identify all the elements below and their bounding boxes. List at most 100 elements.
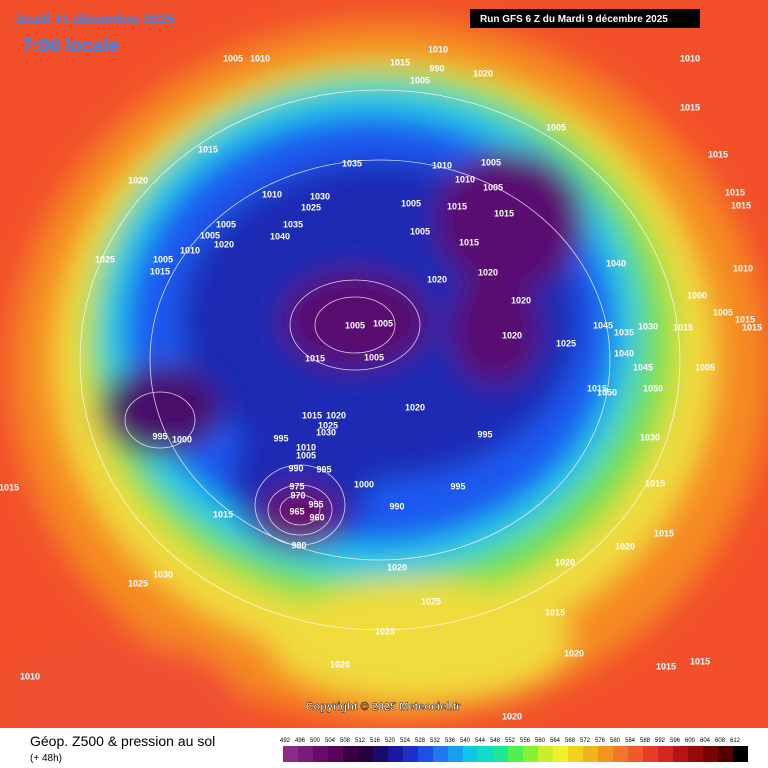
isobar-label: 1035: [614, 327, 634, 337]
isobar-label: 1020: [330, 659, 350, 669]
scale-cell: [373, 746, 388, 762]
isobar-label: 990: [389, 501, 404, 511]
isobar-label: 1005: [695, 362, 715, 372]
isobar-label: 1010: [733, 263, 753, 273]
isobar-label: 965: [289, 506, 304, 516]
scale-label: 508: [340, 738, 351, 744]
isobar-label: 1020: [615, 541, 635, 551]
isobar-label: 1000: [172, 434, 192, 444]
scale-cell: [523, 746, 538, 762]
isobar-label: 1010: [455, 174, 475, 184]
isobar-label: 960: [309, 512, 324, 522]
isobar-label: 1010: [680, 53, 700, 63]
scale-label: 596: [670, 738, 681, 744]
isobar-label: 1005: [410, 226, 430, 236]
isobar-label: 1015: [731, 200, 751, 210]
scale-cell: [403, 746, 418, 762]
isobar-label: 1015: [545, 607, 565, 617]
isobar-label: 1015: [150, 266, 170, 276]
isobar-label: 1020: [478, 267, 498, 277]
isobar-label: 1025: [421, 596, 441, 606]
isobar-label: 1000: [687, 290, 707, 300]
isobar-label: 1020: [473, 68, 493, 78]
isobar-label: 1010: [262, 189, 282, 199]
scale-label: 548: [490, 738, 501, 744]
scale-cell: [658, 746, 673, 762]
isobar-label: 955: [308, 499, 323, 509]
copyright: Copyright © 2025 Meteociel.fr: [306, 701, 462, 713]
isobar-label: 1025: [95, 254, 115, 264]
isobar-label: 1010: [428, 44, 448, 54]
isobar-label: 980: [291, 540, 306, 550]
isobar-label: 995: [152, 431, 167, 441]
isobar-label: 1015: [198, 144, 218, 154]
isobar-label: 1020: [427, 274, 447, 284]
isobar-label: 1015: [390, 57, 410, 67]
isobar-label: 1015: [213, 509, 233, 519]
isobar-label: 1015: [645, 478, 665, 488]
scale-cell: [448, 746, 463, 762]
isobar-label: 1010: [180, 245, 200, 255]
scale-label: 612: [730, 738, 741, 744]
isobar-label: 995: [477, 429, 492, 439]
scale-cell: [328, 746, 343, 762]
isobar-label: 1015: [656, 661, 676, 671]
date-title: Jeudi 11 décembre 2025: [14, 11, 175, 27]
scale-cell: [673, 746, 688, 762]
scale-label: 560: [535, 738, 546, 744]
isobar-label: 1005: [483, 182, 503, 192]
isobar-label: 1020: [555, 557, 575, 567]
scale-cell: [358, 746, 373, 762]
isobar-label: 1040: [270, 231, 290, 241]
scale-label: 588: [640, 738, 651, 744]
isobar-label: 995: [273, 433, 288, 443]
isobar-label: 990: [288, 463, 303, 473]
scale-label: 592: [655, 738, 666, 744]
isobar-label: 1035: [283, 219, 303, 229]
isobar-label: 1020: [326, 410, 346, 420]
footer-title: Géop. Z500 & pression au sol: [30, 733, 215, 749]
isobar-label: 1015: [0, 482, 19, 492]
scale-label: 516: [370, 738, 381, 744]
scale-cell: [703, 746, 718, 762]
scale-cell: [718, 746, 733, 762]
scale-label: 572: [580, 738, 591, 744]
scale-label: 520: [385, 738, 396, 744]
isobar-label: 1040: [614, 348, 634, 358]
isobar-label: 1015: [742, 322, 762, 332]
isobar-label: 1005: [401, 198, 421, 208]
scale-label: 600: [685, 738, 696, 744]
scale-label: 608: [715, 738, 726, 744]
isobar-label: 1025: [301, 202, 321, 212]
isobar-label: 1010: [296, 442, 316, 452]
scale-label: 556: [520, 738, 531, 744]
isobar-label: 1015: [587, 383, 607, 393]
scale-label: 512: [355, 738, 366, 744]
isobar-label: 1005: [345, 320, 365, 330]
isobar-label: 1020: [405, 402, 425, 412]
scale-label: 532: [430, 738, 441, 744]
isobar-label: 1010: [250, 53, 270, 63]
isobar-label: 1015: [459, 237, 479, 247]
scale-label: 500: [310, 738, 321, 744]
isobar-label: 1005: [481, 157, 501, 167]
scale-label: 524: [400, 738, 411, 744]
scale-cell: [298, 746, 313, 762]
isobar-label: 1005: [546, 122, 566, 132]
isobar-label: 1035: [342, 158, 362, 168]
isobar-label: 1015: [725, 187, 745, 197]
scale-cell: [388, 746, 403, 762]
isobar-label: 1015: [673, 322, 693, 332]
isobar-label: 1025: [128, 578, 148, 588]
scale-label: 568: [565, 738, 576, 744]
isobar-label: 1005: [373, 318, 393, 328]
scale-cell: [733, 746, 748, 762]
isobar-label: 1005: [296, 450, 316, 460]
scale-cell: [433, 746, 448, 762]
scale-label: 540: [460, 738, 471, 744]
isobar-label: 1005: [713, 307, 733, 317]
scale-cell: [628, 746, 643, 762]
isobar-label: 1030: [640, 432, 660, 442]
